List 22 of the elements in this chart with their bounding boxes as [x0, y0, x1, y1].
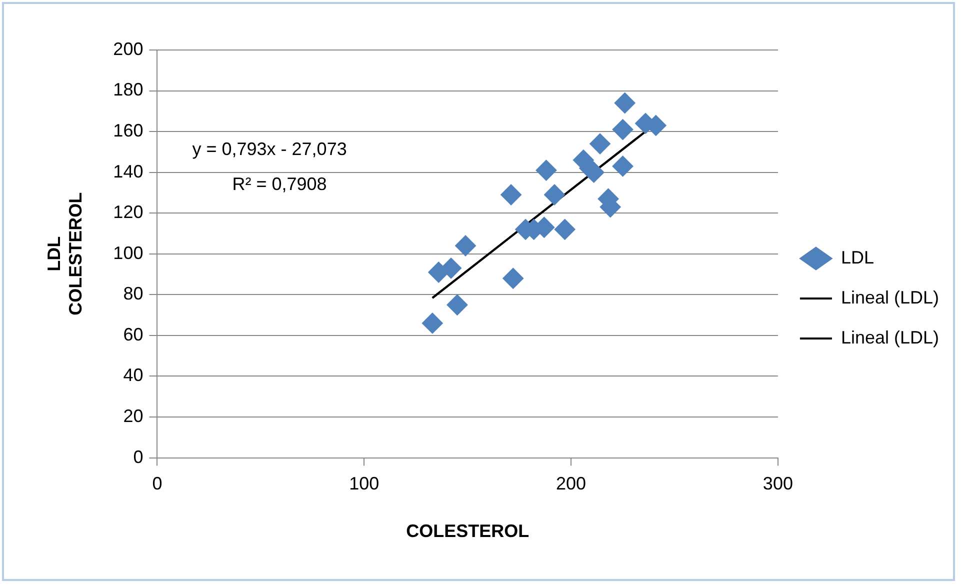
y-tick-label: 60 [123, 324, 144, 344]
y-tick-label: 20 [123, 406, 144, 426]
y-tick-label: 100 [113, 242, 144, 263]
y-tick-label: 0 [133, 446, 144, 467]
annotation: R² = 0,7908 [232, 174, 327, 194]
y-axis-title: LDL COLESTEROL [44, 192, 86, 316]
y-tick-label: 80 [123, 284, 144, 304]
x-tick-label: 100 [349, 474, 380, 494]
legend-label: LDL [840, 247, 874, 268]
y-tick-label: 120 [113, 202, 144, 222]
y-tick-label: 40 [123, 365, 144, 386]
x-axis-title: COLESTEROL [406, 521, 530, 542]
x-tick-label: 200 [556, 474, 586, 494]
legend-label: Lineal (LDL) [840, 327, 940, 348]
y-tick-label: 160 [113, 120, 144, 141]
annotation: y = 0,793x - 27,073 [192, 138, 347, 159]
legend-label: Lineal (LDL) [840, 287, 940, 308]
y-tick-label: 200 [113, 38, 144, 59]
y-tick-label: 180 [113, 80, 144, 100]
x-tick-label: 300 [762, 474, 793, 494]
x-tick-label: 0 [152, 474, 162, 494]
y-tick-label: 140 [113, 161, 144, 182]
